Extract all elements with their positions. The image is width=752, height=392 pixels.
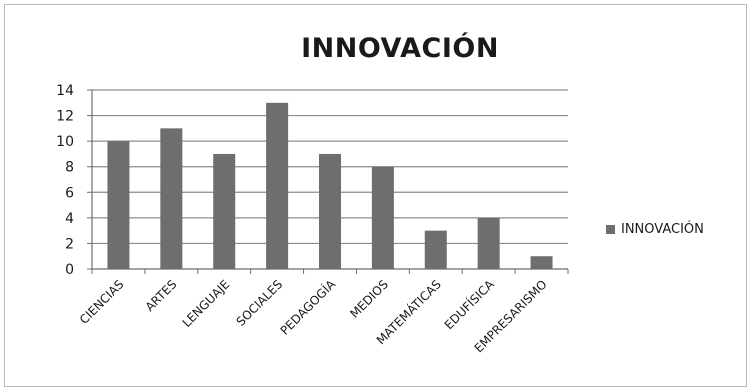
bar: [424, 230, 447, 269]
y-tick-label: 10: [56, 134, 74, 150]
x-tick-label: MEDIOS: [347, 277, 391, 321]
bar: [266, 102, 289, 270]
bar: [107, 141, 130, 269]
x-tick-label: EDUFÍSICA: [441, 276, 497, 332]
y-tick-label: 0: [65, 262, 74, 278]
y-tick-label: 8: [65, 160, 74, 176]
chart-title: INNOVACIÓN: [301, 33, 499, 64]
y-tick-label: 12: [56, 109, 74, 125]
legend-swatch: [606, 225, 615, 234]
x-tick-label: ARTES: [143, 277, 180, 314]
bar: [371, 166, 394, 269]
y-tick-label: 2: [65, 236, 74, 252]
legend: INNOVACIÓN: [606, 222, 704, 237]
x-tick-label: CIENCIAS: [77, 277, 127, 327]
x-tick-label: PEDAGOGÍA: [277, 276, 339, 338]
legend-label: INNOVACIÓN: [621, 222, 704, 237]
y-tick-label: 14: [56, 83, 74, 99]
y-tick-label: 4: [65, 211, 74, 227]
bar: [477, 217, 500, 269]
y-tick-label: 6: [65, 185, 74, 201]
x-tick-label: SOCIALES: [234, 277, 286, 329]
bar: [319, 153, 341, 269]
bar: [530, 256, 553, 269]
bar: [213, 153, 236, 269]
x-tick-label: LENGUAJE: [180, 277, 233, 330]
bar: [160, 128, 183, 269]
